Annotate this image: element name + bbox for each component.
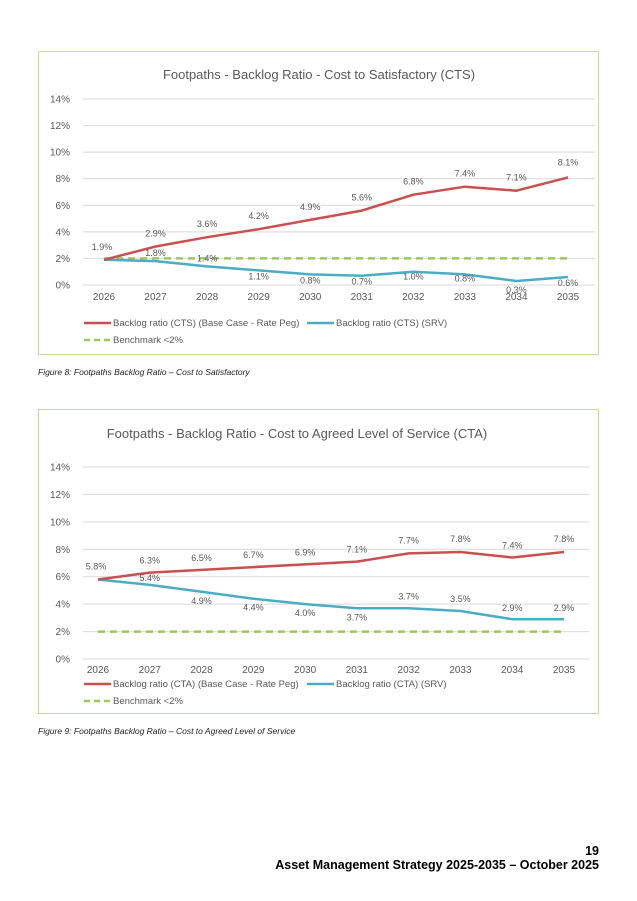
- page-number: 19: [585, 844, 599, 858]
- x-tick-label: 2032: [398, 665, 421, 676]
- x-tick-label: 2032: [402, 292, 425, 303]
- data-label-srv: 0.8%: [455, 273, 476, 283]
- x-tick-label: 2027: [139, 665, 162, 676]
- legend-label: Benchmark <2%: [113, 335, 184, 346]
- y-tick-label: 0%: [56, 655, 71, 666]
- data-label-base-case: 7.7%: [398, 535, 419, 545]
- data-label-base-case: 4.9%: [300, 202, 321, 212]
- x-tick-label: 2035: [553, 665, 576, 676]
- series-line-base-case: [97, 550, 565, 581]
- y-tick-label: 0%: [56, 281, 71, 292]
- data-label-base-case: 6.5%: [191, 553, 212, 563]
- y-tick-label: 2%: [56, 254, 71, 265]
- legend-label: Backlog ratio (CTA) (SRV): [336, 679, 447, 690]
- x-tick-label: 2028: [190, 665, 213, 676]
- data-label-srv: 1.1%: [248, 271, 269, 281]
- data-label-srv: 0.8%: [300, 275, 321, 285]
- legend-label: Backlog ratio (CTS) (Base Case - Rate Pe…: [113, 318, 299, 329]
- legend-label: Backlog ratio (CTA) (Base Case - Rate Pe…: [113, 679, 299, 690]
- y-tick-label: 6%: [56, 201, 71, 212]
- chart-title: Footpaths - Backlog Ratio - Cost to Agre…: [107, 426, 488, 441]
- data-label-base-case: 6.9%: [295, 547, 316, 557]
- figure-9-caption: Figure 9: Footpaths Backlog Ratio – Cost…: [38, 726, 296, 736]
- data-label-srv: 1.0%: [403, 272, 424, 282]
- data-label-srv: 4.9%: [191, 596, 212, 606]
- y-tick-label: 12%: [50, 490, 70, 501]
- data-label-base-case: 6.3%: [140, 556, 161, 566]
- data-label-srv: 0.3%: [506, 285, 527, 295]
- data-label-base-case: 7.4%: [502, 541, 523, 551]
- data-label-base-case: 7.1%: [347, 545, 368, 555]
- data-label-srv: 0.7%: [352, 277, 373, 287]
- data-label-base-case: 7.8%: [554, 534, 575, 544]
- series-line-srv: [103, 258, 569, 283]
- data-label-srv: 4.4%: [243, 603, 264, 613]
- data-label-base-case: 3.6%: [197, 219, 218, 229]
- data-label-base-case: 5.6%: [352, 193, 373, 203]
- y-tick-label: 12%: [50, 121, 70, 132]
- x-tick-label: 2034: [505, 292, 528, 303]
- data-label-base-case: 7.4%: [455, 169, 476, 179]
- x-tick-label: 2026: [93, 292, 116, 303]
- y-tick-label: 6%: [56, 572, 71, 583]
- y-tick-label: 10%: [50, 148, 70, 159]
- data-label-base-case: 6.8%: [403, 177, 424, 187]
- data-label-srv: 4.0%: [295, 608, 316, 618]
- x-tick-label: 2029: [248, 292, 271, 303]
- y-tick-label: 14%: [50, 463, 70, 474]
- data-label-base-case: 8.1%: [558, 157, 579, 167]
- y-tick-label: 14%: [50, 95, 70, 106]
- x-tick-label: 2030: [294, 665, 317, 676]
- data-label-base-case: 7.8%: [450, 534, 471, 544]
- data-label-base-case: 6.7%: [243, 550, 264, 560]
- data-label-srv: 3.7%: [347, 612, 368, 622]
- x-tick-label: 2027: [144, 292, 167, 303]
- series-line-base-case: [103, 176, 569, 262]
- figure-8-caption: Figure 8: Footpaths Backlog Ratio – Cost…: [38, 367, 250, 377]
- x-tick-label: 2035: [557, 292, 580, 303]
- legend-label: Benchmark <2%: [113, 696, 184, 707]
- data-label-srv: 5.4%: [140, 573, 161, 583]
- data-label-srv: 3.5%: [450, 594, 471, 604]
- data-label-srv: 2.9%: [554, 603, 575, 613]
- document-title: Asset Management Strategy 2025-2035 – Oc…: [275, 858, 599, 872]
- data-label-base-case: 5.8%: [86, 561, 107, 571]
- x-tick-label: 2031: [346, 665, 369, 676]
- y-tick-label: 8%: [56, 174, 71, 185]
- chart-cts: Footpaths - Backlog Ratio - Cost to Sati…: [50, 67, 595, 346]
- data-label-base-case: 4.2%: [248, 211, 269, 221]
- data-label-srv: 0.6%: [558, 278, 579, 288]
- data-label-base-case: 7.1%: [506, 173, 527, 183]
- x-tick-label: 2031: [351, 292, 374, 303]
- x-tick-label: 2026: [87, 665, 110, 676]
- data-label-srv: 1.4%: [197, 253, 218, 263]
- x-tick-label: 2029: [242, 665, 265, 676]
- data-label-srv: 1.8%: [145, 248, 166, 258]
- data-label-base-case: 1.9%: [92, 242, 113, 252]
- x-tick-label: 2033: [454, 292, 477, 303]
- chart-cts-frame: Footpaths - Backlog Ratio - Cost to Sati…: [38, 51, 599, 355]
- data-label-srv: 2.9%: [502, 603, 523, 613]
- legend-label: Backlog ratio (CTS) (SRV): [336, 318, 447, 329]
- x-tick-label: 2033: [449, 665, 472, 676]
- chart-cta: Footpaths - Backlog Ratio - Cost to Agre…: [50, 426, 589, 707]
- x-tick-label: 2034: [501, 665, 524, 676]
- y-tick-label: 4%: [56, 227, 71, 238]
- y-tick-label: 2%: [56, 627, 71, 638]
- y-tick-label: 4%: [56, 600, 71, 611]
- data-label-srv: 3.7%: [398, 591, 419, 601]
- series-line-srv: [97, 578, 564, 621]
- data-label-base-case: 2.9%: [145, 228, 166, 238]
- x-tick-label: 2028: [196, 292, 219, 303]
- y-tick-label: 10%: [50, 517, 70, 528]
- x-tick-label: 2030: [299, 292, 322, 303]
- chart-cta-frame: Footpaths - Backlog Ratio - Cost to Agre…: [38, 409, 599, 714]
- y-tick-label: 8%: [56, 545, 71, 556]
- chart-title: Footpaths - Backlog Ratio - Cost to Sati…: [163, 67, 475, 82]
